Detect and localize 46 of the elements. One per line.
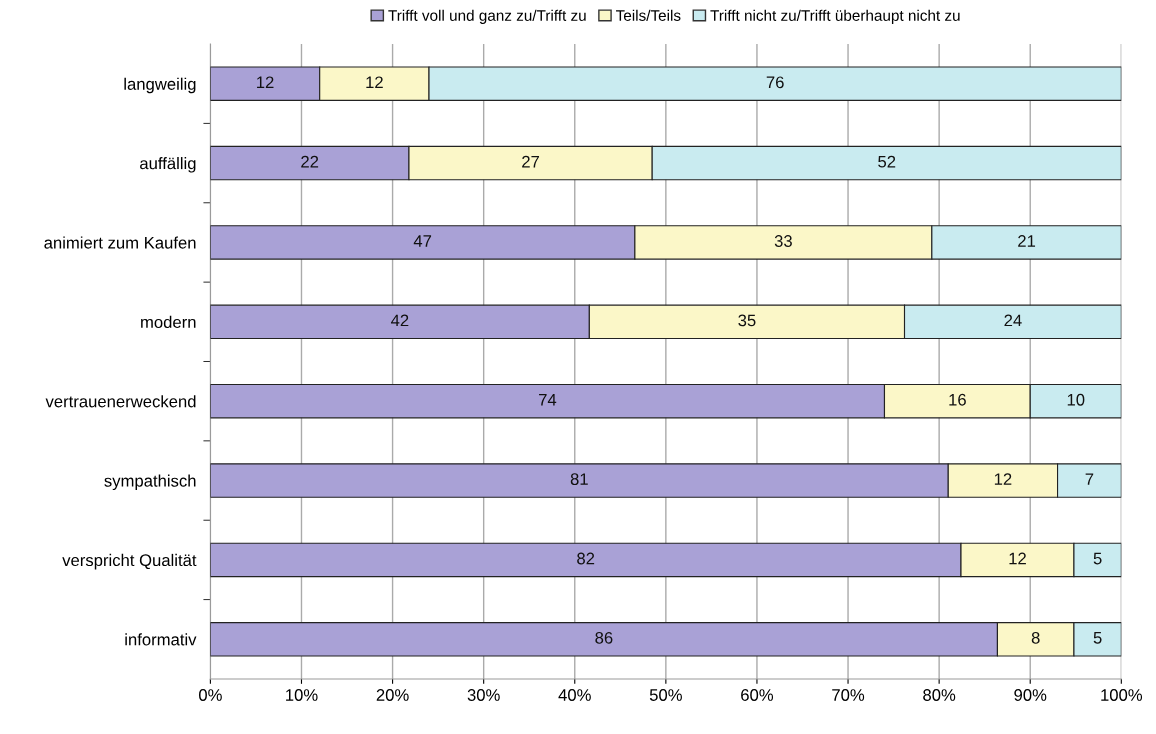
data-label: 27 (522, 155, 540, 168)
data-label: 12 (366, 76, 383, 89)
data-label: 22 (301, 155, 319, 168)
data-label: 12 (994, 473, 1012, 485)
data-label: 86 (595, 631, 613, 644)
x-tick-label: 20% (376, 689, 409, 701)
data-label: 24 (1004, 314, 1022, 327)
data-label: 52 (878, 155, 896, 168)
y-tick-label: modern (141, 315, 196, 329)
x-tick-label: 50% (649, 689, 682, 701)
data-label: 82 (577, 552, 595, 565)
y-tick-label: auffällig (140, 157, 196, 173)
data-label: 76 (766, 76, 784, 89)
y-tick-label: langweilig (124, 77, 196, 94)
x-tick-label: 60% (741, 689, 774, 701)
data-label: 47 (413, 235, 432, 247)
x-tick-label: 0% (199, 689, 222, 701)
data-label: 42 (390, 314, 409, 327)
x-tick-label: 70% (832, 689, 865, 701)
data-label: 12 (1009, 552, 1026, 565)
legend-label: Trifft voll und ganz zu/Trifft zu (388, 9, 586, 24)
data-label: 5 (1093, 632, 1102, 644)
data-label: 10 (1067, 393, 1085, 406)
data-label: 16 (949, 393, 966, 406)
x-tick-label: 100% (1101, 689, 1143, 701)
data-label: 5 (1093, 552, 1102, 565)
y-tick-label: sympathisch (104, 474, 196, 491)
x-tick-label: 80% (923, 689, 956, 701)
legend-label: Trifft nicht zu/Trifft überhaupt nicht zu (710, 9, 960, 24)
data-label: 74 (539, 394, 557, 406)
y-tick-label: vertrauenerweckend (45, 395, 196, 408)
y-tick-label: verspricht Qualität (62, 553, 197, 570)
x-tick-label: 90% (1014, 689, 1047, 701)
x-tick-label: 10% (286, 689, 318, 701)
data-label: 8 (1031, 631, 1040, 644)
data-label: 81 (570, 473, 588, 486)
data-label: 21 (1018, 235, 1036, 247)
data-label: 33 (774, 235, 792, 247)
y-tick-label: animiert zum Kaufen (44, 236, 196, 249)
x-tick-label: 30% (467, 689, 500, 701)
data-label: 35 (738, 314, 756, 327)
data-label: 12 (257, 76, 274, 89)
x-tick-label: 40% (558, 689, 591, 701)
data-label: 7 (1085, 473, 1094, 485)
legend-label: Teils/Teils (616, 9, 681, 21)
y-tick-label: informativ (125, 633, 197, 646)
